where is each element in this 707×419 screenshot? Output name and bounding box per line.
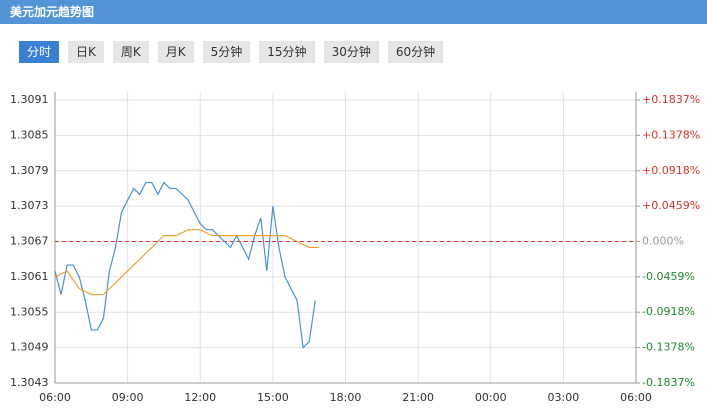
x-tick-label: 00:00: [475, 391, 507, 404]
y2-tick-label: -0.0918%: [642, 305, 695, 318]
y2-tick-label: +0.0459%: [642, 199, 700, 212]
y2-tick-label: 0.000%: [642, 235, 684, 248]
y2-tick-label: +0.1837%: [642, 93, 700, 106]
y2-tick-label: +0.0918%: [642, 164, 700, 177]
x-tick-label: 15:00: [257, 391, 289, 404]
y2-tick-label: +0.1378%: [642, 128, 700, 141]
x-tick-label: 06:00: [620, 391, 652, 404]
tab[interactable]: 周K: [112, 41, 149, 63]
x-tick-label: 21:00: [402, 391, 434, 404]
tab[interactable]: 月K: [157, 41, 194, 63]
tab[interactable]: 30分钟: [323, 41, 379, 63]
tab[interactable]: 60分钟: [387, 41, 444, 63]
y-tick-label: 1.3061: [10, 270, 49, 283]
y2-tick-label: -0.0459%: [642, 270, 695, 283]
y-tick-label: 1.3055: [10, 305, 49, 318]
y2-tick-label: -0.1378%: [642, 341, 695, 354]
x-tick-label: 09:00: [112, 391, 144, 404]
y-tick-label: 1.3049: [10, 341, 49, 354]
y-tick-label: 1.3079: [10, 164, 49, 177]
x-tick-label: 06:00: [39, 391, 71, 404]
header-title: 美元加元趋势图: [0, 0, 707, 24]
y-tick-label: 1.3073: [10, 199, 49, 212]
y2-tick-label: -0.1837%: [642, 376, 695, 389]
tab[interactable]: 日K: [68, 41, 104, 63]
tab[interactable]: 分时: [19, 41, 60, 63]
y-tick-label: 1.3067: [10, 235, 49, 248]
tab[interactable]: 5分钟: [202, 41, 251, 63]
series-line: [54, 181, 316, 349]
tab-bar: 分时 日K 周K 月K 5分钟 15分钟 30分钟 60分钟: [19, 41, 444, 63]
y-tick-label: 1.3085: [10, 128, 49, 141]
y-tick-label: 1.3043: [10, 376, 49, 389]
y-tick-label: 1.3091: [10, 93, 49, 106]
tab[interactable]: 15分钟: [259, 41, 315, 63]
x-tick-label: 18:00: [330, 391, 362, 404]
x-tick-label: 12:00: [184, 391, 216, 404]
x-tick-label: 03:00: [548, 391, 580, 404]
series-line: [54, 229, 319, 296]
